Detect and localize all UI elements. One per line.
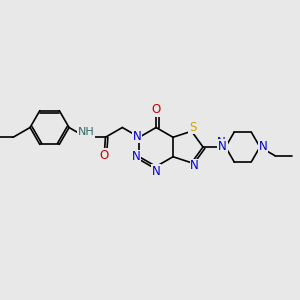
Text: N: N: [259, 140, 267, 152]
Text: O: O: [152, 103, 161, 116]
Text: S: S: [189, 121, 196, 134]
Text: N: N: [152, 165, 161, 178]
Text: N: N: [218, 140, 227, 152]
Text: NH: NH: [78, 127, 94, 137]
Text: N: N: [190, 159, 199, 172]
Text: N: N: [132, 150, 141, 163]
Text: O: O: [100, 149, 109, 162]
Text: N: N: [133, 130, 142, 143]
Text: N: N: [217, 136, 226, 149]
